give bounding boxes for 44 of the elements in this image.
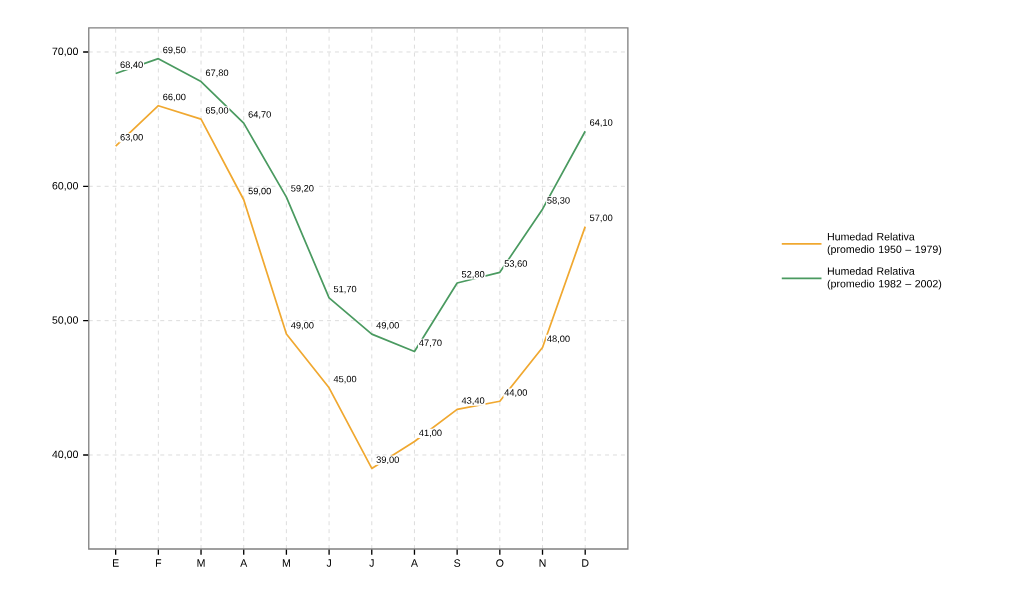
data-label: 58,30 — [547, 197, 570, 205]
data-label: 59,20 — [291, 185, 314, 193]
data-label: 52,80 — [461, 271, 485, 279]
y-tick-label: 60,00 — [52, 182, 79, 191]
data-label: 53,60 — [504, 260, 528, 269]
data-label: 59,00 — [248, 187, 271, 196]
x-tick-label: N — [539, 559, 546, 567]
data-label: 64,10 — [590, 119, 613, 127]
x-tick-label: S — [454, 559, 461, 567]
data-label: 57,00 — [589, 214, 613, 223]
x-tick-label: E — [113, 559, 119, 567]
data-label: 48,00 — [547, 335, 570, 344]
data-label: 64,70 — [248, 111, 271, 119]
x-tick-label: A — [410, 559, 418, 567]
data-label: 66,00 — [163, 93, 186, 102]
data-label: 41,00 — [419, 429, 442, 438]
data-label: 45,00 — [333, 375, 357, 384]
x-tick-label: M — [197, 559, 205, 567]
x-tick-label: A — [240, 559, 248, 567]
legend-label: Humedad Relativa (promedio 1982 – 2002) — [827, 267, 942, 290]
data-label: 65,00 — [205, 107, 229, 115]
x-tick-label: J — [369, 559, 374, 567]
data-label: 49,00 — [376, 322, 399, 330]
x-tick-label: O — [496, 559, 504, 567]
data-label: 68,40 — [120, 61, 143, 70]
data-label: 44,00 — [504, 389, 528, 398]
legend-label: Humedad Relativa (promedio 1950 – 1979) — [827, 232, 942, 256]
y-tick-label: 50,00 — [52, 316, 79, 326]
data-label: 69,50 — [163, 46, 186, 55]
data-label: 51,70 — [333, 285, 357, 294]
y-tick-label: 70,00 — [52, 47, 79, 57]
y-tick-label: 40,00 — [52, 450, 79, 460]
x-tick-label: J — [326, 559, 331, 567]
data-label: 47,70 — [419, 339, 442, 348]
line-series — [114, 104, 587, 470]
x-tick-label: D — [582, 559, 589, 567]
data-label: 67,80 — [205, 69, 229, 78]
data-label: 43,40 — [461, 397, 485, 406]
data-label: 63,00 — [120, 134, 143, 142]
x-tick-label: M — [282, 559, 290, 567]
data-label: 39,00 — [376, 456, 399, 465]
line-series — [114, 57, 587, 353]
x-tick-label: F — [155, 559, 162, 567]
data-label: 49,00 — [290, 322, 314, 330]
